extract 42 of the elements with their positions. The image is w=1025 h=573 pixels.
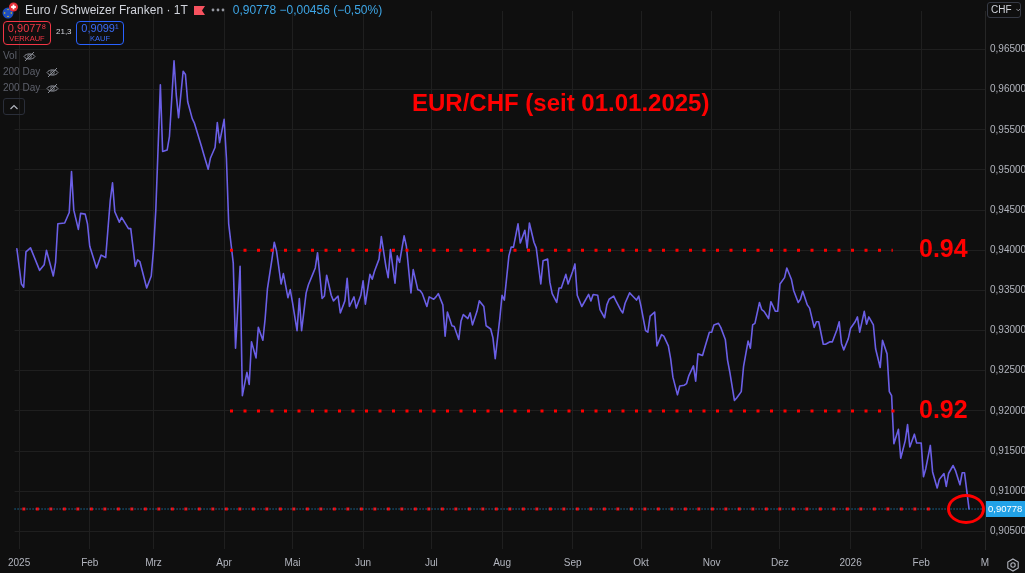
annotation: 200 Day bbox=[3, 82, 41, 94]
dropdown: CHF bbox=[987, 2, 1021, 18]
y-tick-label: 0,95500 bbox=[990, 123, 1025, 135]
x-tick-label: M bbox=[980, 556, 990, 568]
y-tick-label: 0,96500 bbox=[990, 43, 1025, 55]
y-tick-label: 0,93000 bbox=[990, 324, 1025, 336]
x-tick-label: Feb bbox=[81, 556, 99, 568]
y-tick-label: 0,92500 bbox=[990, 364, 1025, 376]
x-tick-label: 2025 bbox=[8, 556, 31, 568]
x-tick-label: Sep bbox=[563, 556, 583, 568]
ref-line-label: 0,90778 bbox=[988, 503, 1023, 515]
y-tick-label: 0,92000 bbox=[990, 404, 1025, 416]
annotation: Vol bbox=[3, 50, 17, 62]
y-tick-label: 0,96000 bbox=[990, 83, 1025, 95]
y-tick-label: 0,94000 bbox=[990, 244, 1025, 256]
y-tick-label: 0,94500 bbox=[990, 203, 1025, 215]
y-tick-label: 0,91000 bbox=[990, 484, 1025, 496]
x-tick-label: Mai bbox=[284, 556, 301, 568]
x-tick-label: Apr bbox=[216, 556, 233, 568]
chart-subtitle: Euro / Schweizer Franken · 1T bbox=[25, 2, 188, 18]
annotation: 200 Day bbox=[3, 66, 41, 78]
y-tick-label: 0,95000 bbox=[990, 163, 1025, 175]
ref-line-label: 0.94 bbox=[919, 234, 968, 263]
x-tick-label: Feb bbox=[912, 556, 931, 568]
y-tick-label: 0,91500 bbox=[990, 444, 1025, 456]
y-axis-title: CHF bbox=[991, 4, 1012, 16]
annotation: 0,9099¹ bbox=[81, 22, 119, 35]
x-tick-label: Dez bbox=[771, 556, 789, 568]
x-tick-label: Mrz bbox=[145, 556, 162, 568]
y-tick-label: 0,90500 bbox=[990, 525, 1025, 537]
text: EUR/CHF (seit 01.01.2025) bbox=[412, 88, 710, 118]
annotation: 0,90778 −0,00456 (−0,50%) bbox=[232, 3, 383, 17]
x-tick-label: Jul bbox=[425, 556, 438, 568]
x-tick-label: Jun bbox=[355, 556, 372, 568]
annotation: 21,3 bbox=[56, 27, 72, 36]
x-tick-label: Aug bbox=[493, 556, 511, 568]
annotation: 0,9077⁸ bbox=[7, 22, 47, 35]
x-tick-label: Okt bbox=[633, 556, 650, 568]
y-tick-label: 0,93500 bbox=[990, 284, 1025, 296]
x-tick-label: Nov bbox=[702, 556, 721, 568]
ref-line-label: 0.92 bbox=[919, 394, 968, 423]
x-tick-label: 2026 bbox=[839, 556, 863, 568]
